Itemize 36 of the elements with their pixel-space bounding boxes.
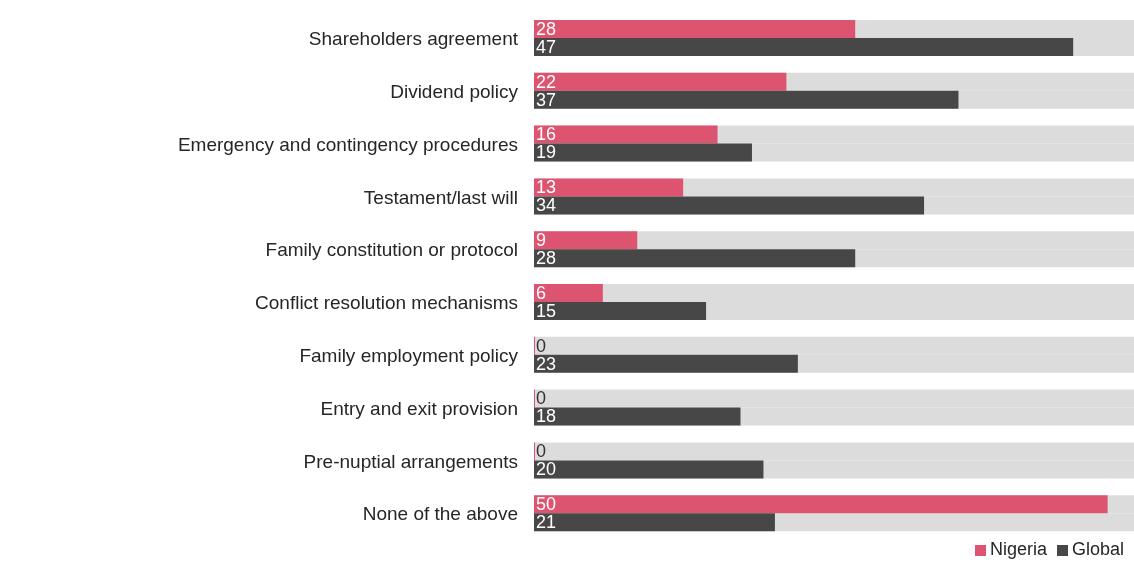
legend-label: Nigeria [989, 539, 1047, 559]
y-tick-label: Conflict resolution mechanisms [255, 292, 518, 314]
y-tick-label: Shareholders agreement [308, 28, 519, 50]
data-label: 0 [536, 388, 547, 409]
y-tick-label: Entry and exit provision [320, 397, 518, 419]
data-label: 15 [536, 300, 557, 321]
bar [534, 231, 638, 250]
data-label: 16 [536, 124, 557, 145]
data-label: 28 [536, 247, 557, 268]
data-label: 47 [536, 36, 557, 57]
y-tick-label: Pre-nuptial arrangements [303, 450, 518, 472]
y-tick-label: Family constitution or protocol [265, 239, 518, 261]
data-label: 22 [536, 71, 557, 92]
data-label: 0 [536, 441, 547, 462]
data-label: 9 [536, 229, 547, 250]
data-label: 13 [536, 177, 557, 198]
y-tick-label: Emergency and contingency procedures [177, 133, 518, 155]
bar [534, 284, 603, 302]
data-label: 19 [536, 142, 557, 163]
data-label: 0 [536, 335, 547, 356]
data-label: 34 [536, 195, 557, 216]
data-label: 20 [536, 459, 557, 480]
y-tick-label: Dividend policy [390, 80, 519, 102]
data-label: 23 [536, 353, 557, 374]
y-tick-label: None of the above [362, 503, 518, 525]
data-label: 21 [536, 511, 557, 532]
data-label: 28 [536, 18, 557, 39]
bar [534, 178, 684, 197]
data-label: 37 [536, 89, 557, 110]
legend-label: Global [1071, 539, 1124, 559]
y-tick-label: Family employment policy [299, 344, 519, 366]
data-label: 18 [536, 406, 557, 427]
data-label: 50 [536, 493, 557, 514]
y-tick-label: Testament/last will [363, 186, 518, 208]
data-label: 6 [536, 282, 547, 303]
bar [534, 125, 718, 144]
